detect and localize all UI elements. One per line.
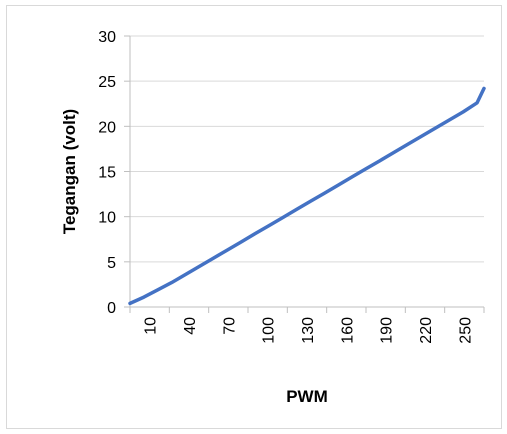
x-tick-label: 250 [457, 317, 474, 344]
x-axis-title: PWM [286, 387, 328, 406]
line-chart: 0 5 10 15 20 25 30 10 40 70 100 130 160 190 220 250 PWM T… [7, 6, 503, 430]
x-tick-label: 190 [379, 317, 396, 344]
y-tick-label: 0 [107, 300, 116, 317]
x-tick-label: 220 [418, 317, 435, 344]
x-tick-label: 10 [143, 317, 160, 335]
y-tick-label: 10 [98, 210, 116, 227]
y-tick-label: 5 [107, 255, 116, 272]
x-tick-label: 40 [182, 317, 199, 335]
chart-container: 0 5 10 15 20 25 30 10 40 70 100 130 160 190 220 250 PWM T… [6, 5, 502, 429]
y-tick-label: 30 [98, 29, 116, 46]
y-tick-label: 25 [98, 74, 116, 91]
x-tick-label: 100 [261, 317, 278, 344]
x-tick-label: 130 [300, 317, 317, 344]
y-axis-title: Tegangan (volt) [60, 109, 79, 234]
x-tick-label: 160 [339, 317, 356, 344]
y-tick-label: 15 [98, 165, 116, 182]
series-line [130, 88, 484, 303]
y-tick-label: 20 [98, 119, 116, 136]
x-tick-label: 70 [221, 317, 238, 335]
